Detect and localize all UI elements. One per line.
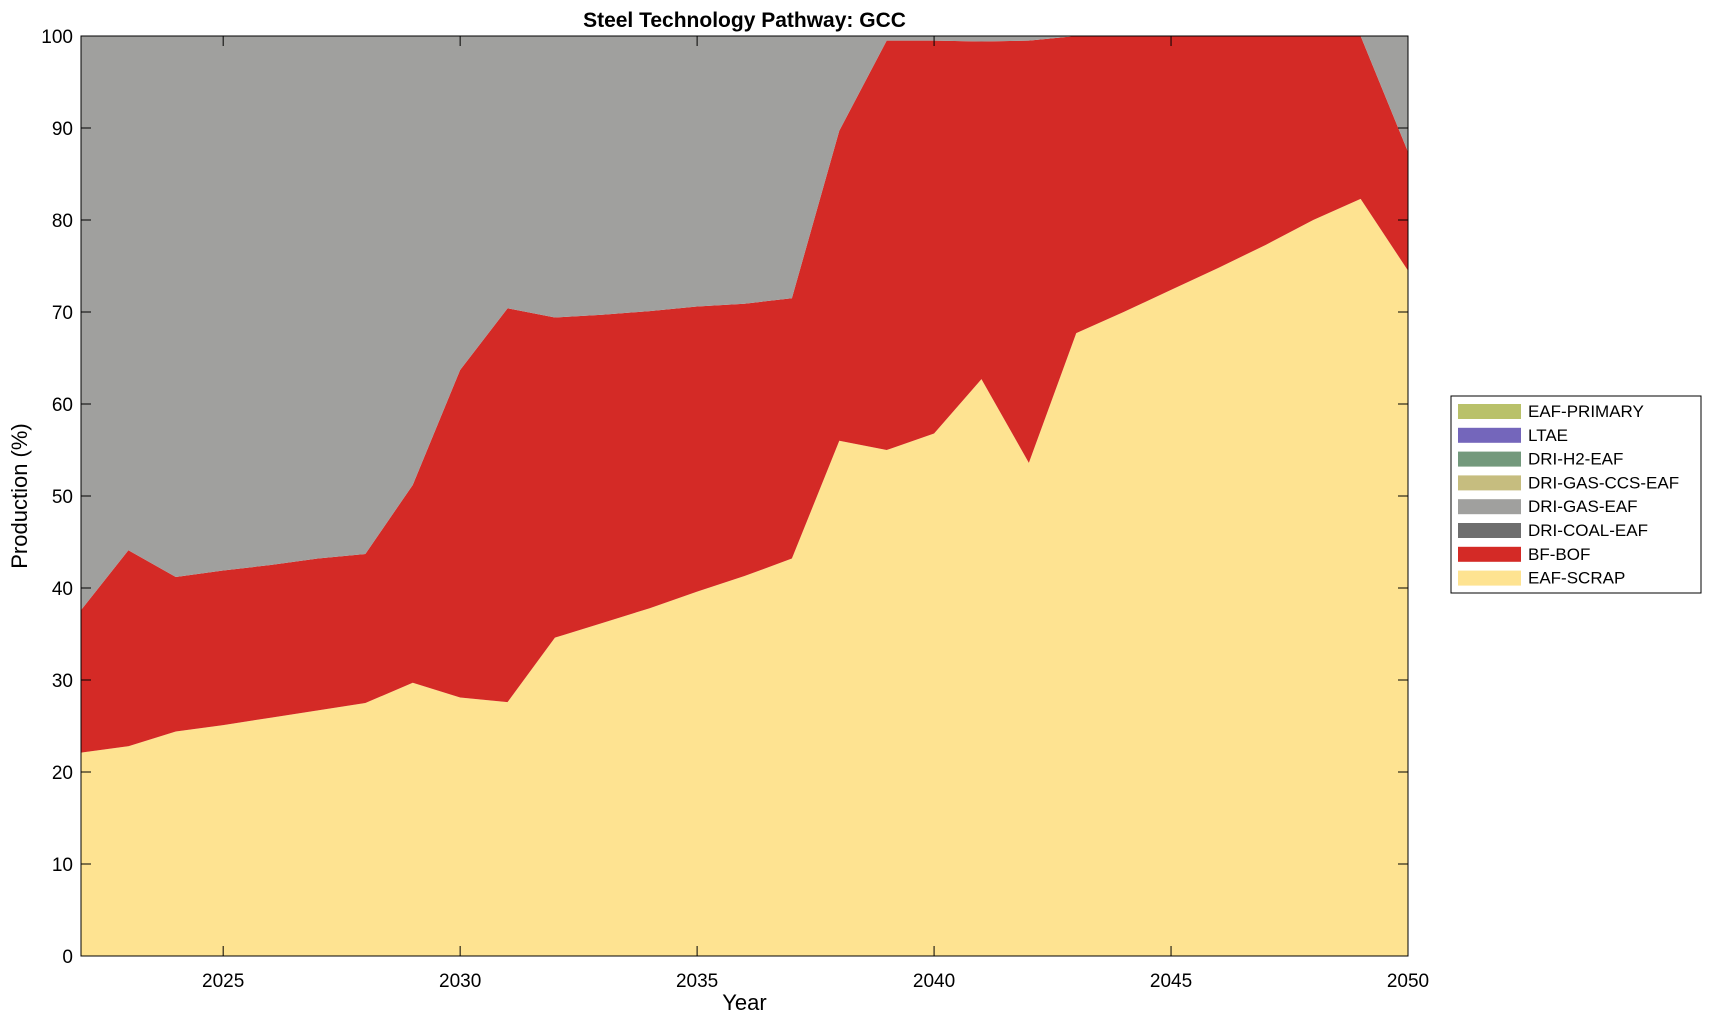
y-tick-label: 0: [62, 947, 73, 968]
y-axis-label: Production (%): [7, 423, 32, 569]
legend-swatch: [1458, 570, 1521, 586]
legend-swatch: [1458, 475, 1521, 491]
legend-swatch: [1458, 523, 1521, 538]
y-tick-label: 100: [41, 27, 73, 48]
area-dri-gas-eaf: [81, 36, 1408, 611]
y-tick-label: 50: [52, 487, 73, 508]
y-tick-label: 30: [52, 671, 73, 692]
legend-swatch: [1458, 451, 1521, 467]
x-axis-label: Year: [722, 990, 766, 1015]
x-tick-label: 2045: [1150, 971, 1192, 992]
x-tick-label: 2030: [439, 971, 481, 992]
legend-swatch: [1458, 499, 1521, 515]
y-tick-label: 40: [52, 579, 73, 600]
x-tick-label: 2025: [202, 971, 244, 992]
x-tick-label: 2035: [676, 971, 718, 992]
legend-label: DRI-H2-EAF: [1528, 450, 1623, 469]
legend-label: EAF-PRIMARY: [1528, 402, 1644, 421]
area-eaf-scrap: [81, 198, 1408, 956]
areas-layer: [81, 36, 1408, 956]
legend-label: DRI-GAS-CCS-EAF: [1528, 473, 1679, 492]
legend-swatch: [1458, 404, 1521, 419]
legend-label: DRI-GAS-EAF: [1528, 497, 1638, 516]
y-tick-label: 80: [52, 211, 73, 232]
legend: EAF-PRIMARY LTAE DRI-H2-EAF DRI-GAS-CCS-EAF…: [1450, 395, 1702, 594]
x-tick-label: 2040: [913, 971, 955, 992]
y-tick-label: 70: [52, 303, 73, 324]
y-tick-label: 10: [52, 855, 73, 876]
y-tick-label: 90: [52, 119, 73, 140]
legend-swatch: [1458, 546, 1521, 562]
chart-title: Steel Technology Pathway: GCC: [583, 9, 906, 32]
legend-label: LTAE: [1528, 426, 1568, 445]
legend-label: EAF-SCRAP: [1528, 569, 1625, 588]
legend-swatch: [1458, 427, 1521, 443]
legend-label: BF-BOF: [1528, 545, 1590, 564]
y-tick-label: 60: [52, 395, 73, 416]
x-tick-label: 2050: [1387, 971, 1429, 992]
ticks-layer: 2025 2030 2035 2040 2045 20500102030405060708…: [41, 27, 1429, 992]
y-tick-label: 20: [52, 763, 73, 784]
area-bf-bof: [81, 36, 1408, 753]
legend-label: DRI-COAL-EAF: [1528, 521, 1648, 540]
